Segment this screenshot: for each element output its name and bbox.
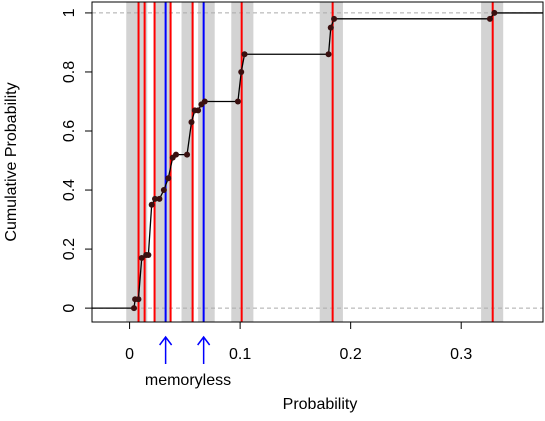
x-axis-label: Probability [283,396,358,413]
point [152,195,159,202]
point [491,9,498,16]
y-tick-label: 0.8 [61,61,78,83]
y-tick-label: 1 [61,8,78,17]
point [201,98,208,105]
x-tick-label: 0 [125,346,134,363]
point [184,151,191,158]
point [138,254,145,261]
band [153,2,171,322]
y-tick-label: 0.4 [61,179,78,201]
band [198,2,215,322]
point [188,119,195,126]
y-tick-label: 0 [61,304,78,313]
x-tick-label: 0.1 [229,346,251,363]
annotation: memoryless [145,372,231,389]
band [319,2,343,322]
y-tick-label: 0.6 [61,120,78,142]
point [131,305,138,312]
point [486,15,493,22]
y-tick-label: 0.2 [61,238,78,260]
y-axis-label: Cumulative Probability [3,82,20,241]
arrow [159,335,173,364]
point [145,251,152,258]
point [238,68,245,75]
band [126,2,148,322]
point [160,187,167,194]
point [327,24,334,31]
band [181,2,194,322]
point [331,15,338,22]
point [234,98,241,105]
point [241,51,248,58]
x-tick-label: 0.3 [450,346,472,363]
x-tick-label: 0.2 [340,346,362,363]
point [135,296,142,303]
point [148,201,155,208]
point [325,51,332,58]
point [195,107,202,114]
point [173,151,180,158]
arrow [197,335,211,364]
point [156,195,163,202]
point [165,175,172,182]
